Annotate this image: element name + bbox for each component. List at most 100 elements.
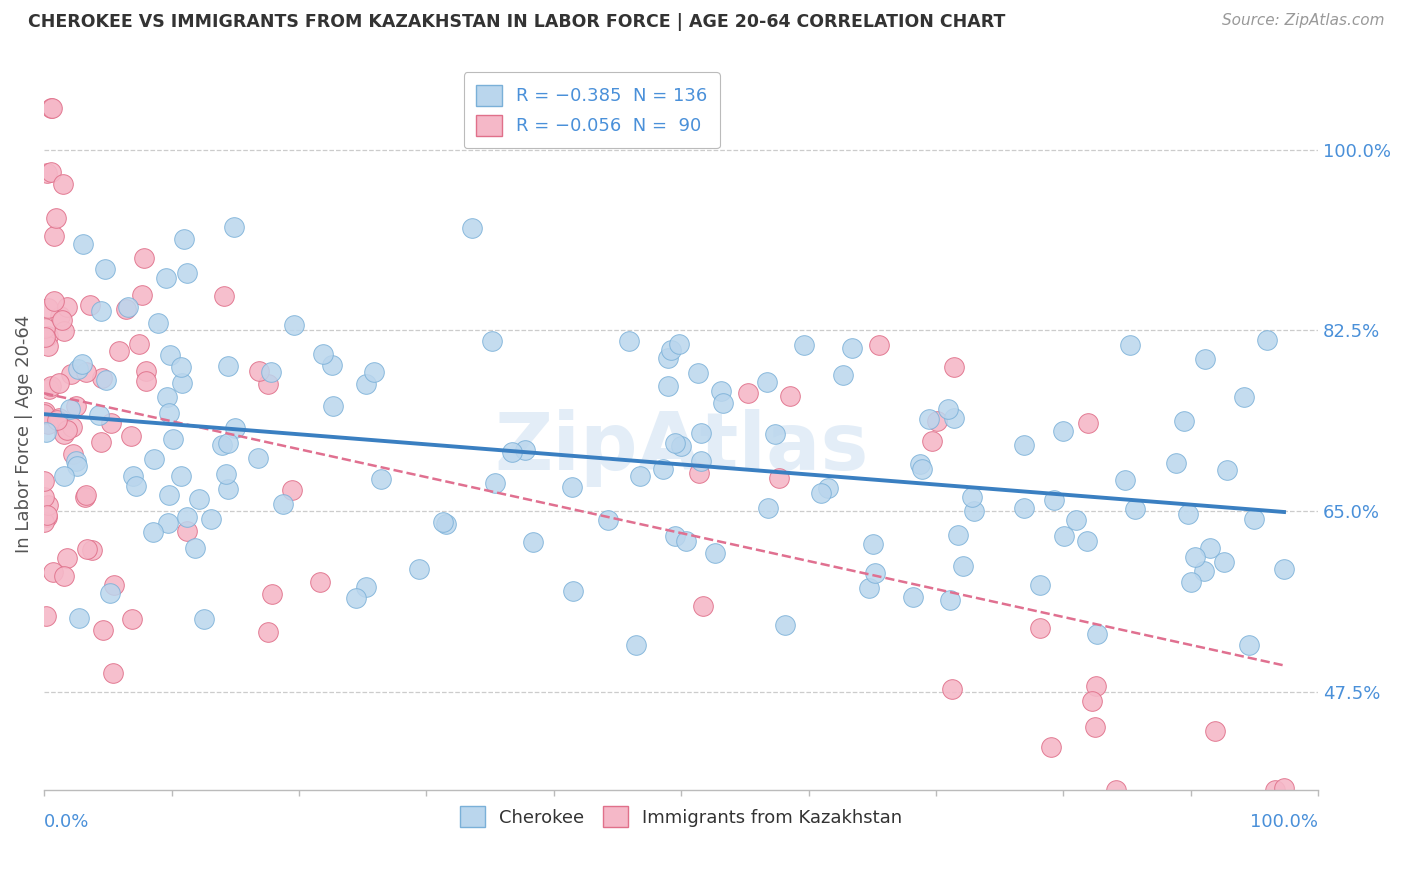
Point bbox=[246, 450, 269, 465]
Point bbox=[41, 565, 63, 579]
Point bbox=[921, 434, 943, 448]
Point bbox=[1053, 529, 1076, 543]
Point bbox=[952, 558, 974, 573]
Point bbox=[363, 365, 385, 379]
Point bbox=[321, 358, 343, 372]
Point bbox=[1272, 562, 1295, 576]
Point bbox=[103, 666, 125, 681]
Point bbox=[32, 407, 55, 421]
Point bbox=[66, 458, 89, 473]
Point bbox=[1012, 501, 1035, 516]
Point bbox=[1213, 555, 1236, 569]
Point bbox=[187, 492, 209, 507]
Point bbox=[561, 480, 583, 494]
Point bbox=[34, 320, 56, 334]
Point bbox=[176, 266, 198, 280]
Point bbox=[657, 351, 679, 365]
Point bbox=[55, 551, 77, 566]
Point bbox=[1029, 621, 1052, 635]
Point bbox=[863, 566, 886, 580]
Point bbox=[675, 533, 697, 548]
Point bbox=[256, 625, 278, 640]
Point bbox=[32, 491, 55, 505]
Point bbox=[100, 416, 122, 430]
Point bbox=[82, 542, 104, 557]
Point bbox=[90, 303, 112, 318]
Point bbox=[55, 423, 77, 437]
Point bbox=[283, 318, 305, 333]
Point bbox=[73, 491, 96, 505]
Point bbox=[176, 524, 198, 539]
Point bbox=[1184, 549, 1206, 564]
Point bbox=[155, 271, 177, 285]
Point bbox=[756, 375, 779, 389]
Point bbox=[941, 682, 963, 697]
Point bbox=[215, 467, 238, 481]
Point bbox=[260, 587, 283, 601]
Point bbox=[1080, 694, 1102, 708]
Point bbox=[96, 373, 118, 387]
Point bbox=[143, 451, 166, 466]
Point bbox=[46, 413, 69, 427]
Point bbox=[128, 337, 150, 351]
Point bbox=[53, 427, 76, 442]
Point bbox=[1243, 512, 1265, 526]
Point bbox=[41, 102, 63, 116]
Point bbox=[70, 357, 93, 371]
Point bbox=[39, 164, 62, 178]
Point bbox=[908, 457, 931, 471]
Point bbox=[522, 535, 544, 549]
Point bbox=[172, 376, 194, 390]
Point bbox=[1199, 541, 1222, 556]
Point bbox=[1085, 627, 1108, 641]
Point bbox=[1204, 724, 1226, 739]
Text: ZipAtlas: ZipAtlas bbox=[494, 409, 869, 487]
Point bbox=[67, 362, 90, 376]
Point bbox=[408, 562, 430, 576]
Point bbox=[176, 510, 198, 524]
Point bbox=[35, 609, 58, 624]
Point bbox=[65, 399, 87, 413]
Point bbox=[942, 359, 965, 374]
Text: 0.0%: 0.0% bbox=[44, 813, 90, 830]
Point bbox=[686, 366, 709, 380]
Point bbox=[671, 439, 693, 453]
Point bbox=[34, 330, 56, 344]
Text: 100.0%: 100.0% bbox=[1250, 813, 1319, 830]
Point bbox=[1077, 416, 1099, 430]
Point bbox=[773, 617, 796, 632]
Point bbox=[793, 338, 815, 352]
Point bbox=[170, 360, 193, 375]
Point bbox=[461, 221, 484, 235]
Point bbox=[72, 237, 94, 252]
Point bbox=[48, 376, 70, 390]
Point bbox=[862, 537, 884, 551]
Point bbox=[193, 612, 215, 626]
Point bbox=[596, 513, 619, 527]
Point bbox=[832, 368, 855, 383]
Text: CHEROKEE VS IMMIGRANTS FROM KAZAKHSTAN IN LABOR FORCE | AGE 20-64 CORRELATION CH: CHEROKEE VS IMMIGRANTS FROM KAZAKHSTAN I… bbox=[28, 13, 1005, 31]
Point bbox=[939, 593, 962, 607]
Point bbox=[664, 436, 686, 450]
Point bbox=[55, 301, 77, 315]
Point bbox=[917, 411, 939, 425]
Y-axis label: In Labor Force | Age 20-64: In Labor Force | Age 20-64 bbox=[15, 315, 32, 553]
Point bbox=[434, 516, 457, 531]
Point bbox=[690, 454, 713, 468]
Point bbox=[120, 429, 142, 443]
Point bbox=[32, 516, 55, 530]
Point bbox=[76, 542, 98, 557]
Point bbox=[925, 414, 948, 428]
Point bbox=[737, 385, 759, 400]
Point bbox=[38, 382, 60, 396]
Point bbox=[354, 580, 377, 594]
Point bbox=[1052, 424, 1074, 438]
Point bbox=[108, 343, 131, 358]
Point bbox=[1085, 679, 1108, 693]
Point bbox=[689, 466, 711, 480]
Point bbox=[48, 410, 70, 425]
Point bbox=[432, 515, 454, 529]
Point bbox=[690, 426, 713, 441]
Point bbox=[93, 261, 115, 276]
Point bbox=[657, 379, 679, 393]
